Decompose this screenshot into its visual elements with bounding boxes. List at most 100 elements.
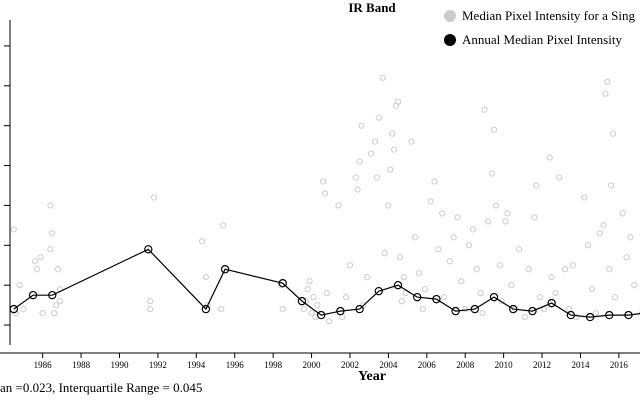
annual-median-point [48, 290, 57, 300]
single-image-point [481, 106, 488, 113]
single-image-point [588, 286, 596, 293]
legend-marker-single [444, 10, 456, 22]
annual-median-point [605, 310, 614, 320]
single-image-point [379, 74, 386, 81]
single-image-point [604, 78, 611, 85]
single-image-point [304, 286, 311, 293]
single-image-point [408, 138, 415, 145]
single-image-points [10, 74, 638, 325]
x-tick-label: 1986 [34, 360, 53, 370]
single-image-point [398, 298, 405, 305]
single-image-point [489, 170, 496, 177]
single-image-point [533, 182, 540, 189]
annual-median-point [278, 278, 287, 288]
single-image-point [325, 317, 332, 325]
annual-median-point [297, 296, 307, 306]
annual-median-points [9, 245, 640, 322]
annual-median-point [585, 312, 595, 322]
single-image-point [504, 210, 511, 217]
single-image-point [419, 306, 427, 313]
single-image-point [381, 250, 388, 257]
x-axis-label: Year [358, 369, 386, 384]
x-tick-label: 2004 [379, 360, 398, 370]
single-image-point [51, 309, 58, 317]
single-image-point [147, 306, 154, 313]
single-image-point [623, 254, 630, 261]
single-image-point [396, 254, 404, 261]
annual-median-point [336, 306, 345, 316]
annual-median-point [374, 286, 383, 296]
annual-median-point [144, 245, 153, 254]
annual-median-point [9, 304, 19, 314]
x-axis: 1986 1988 1990 1992 1994 1996 1998 2000 2002 2004… [0, 352, 640, 370]
single-image-point [462, 306, 469, 313]
single-image-point [314, 302, 321, 309]
single-image-point [220, 222, 227, 229]
single-image-point [492, 202, 500, 209]
annual-median-point [393, 280, 403, 290]
single-image-point [479, 309, 486, 317]
single-image-point [218, 306, 225, 313]
single-image-point [627, 234, 634, 241]
single-image-point [537, 294, 544, 301]
annual-median-point [451, 306, 460, 316]
annual-median-point [509, 304, 518, 314]
x-tick-label: 1988 [72, 360, 91, 370]
single-image-point [454, 214, 461, 221]
single-image-point [556, 174, 563, 181]
single-image-point [49, 230, 56, 237]
single-image-point [300, 306, 307, 313]
single-image-point [394, 98, 402, 105]
single-image-point [306, 278, 313, 285]
single-image-point [473, 266, 480, 273]
single-image-point [561, 266, 569, 273]
annual-median-point [528, 306, 537, 316]
single-image-point [198, 238, 206, 245]
single-image-point [521, 313, 528, 321]
annual-median-point [355, 304, 364, 314]
single-image-point [508, 282, 515, 289]
annual-median-point [201, 304, 211, 314]
single-image-point [202, 274, 210, 281]
single-image-point [10, 226, 17, 233]
single-image-point [477, 290, 484, 297]
single-image-point [346, 262, 354, 269]
single-image-point [39, 309, 46, 317]
single-image-point [608, 182, 615, 189]
single-image-point [450, 234, 457, 241]
x-tick-label: 1994 [187, 360, 206, 370]
single-image-point [412, 234, 419, 241]
single-image-point [323, 290, 331, 297]
single-image-point [391, 146, 398, 153]
single-image-point [20, 306, 27, 313]
single-image-point [465, 242, 473, 249]
single-image-point [52, 302, 60, 309]
single-image-point [421, 286, 428, 293]
single-image-point [150, 194, 158, 201]
single-image-point [354, 186, 361, 193]
y-axis [4, 20, 11, 345]
single-image-point [47, 246, 54, 253]
single-image-point [611, 294, 619, 301]
x-tick-label: 1992 [149, 360, 167, 370]
single-image-point [385, 202, 392, 209]
annual-median-point [547, 298, 556, 308]
legend-marker-annual [444, 34, 456, 46]
single-image-point [546, 154, 553, 161]
x-tick-label: 2008 [456, 360, 475, 370]
annual-median-point [489, 292, 499, 302]
x-tick-label: 2014 [571, 360, 590, 370]
single-image-point [496, 262, 503, 269]
single-image-point [606, 266, 613, 273]
x-tick-label: 2000 [303, 360, 322, 370]
single-image-point [358, 122, 365, 129]
single-image-point [427, 198, 434, 205]
single-image-point [525, 266, 532, 273]
annual-median-point [220, 265, 230, 274]
single-image-point [446, 258, 453, 265]
single-image-point [416, 270, 423, 277]
single-image-point [431, 178, 438, 185]
single-image-point [602, 90, 609, 97]
x-tick-label: 1990 [110, 360, 129, 370]
legend-label-annual: Annual Median Pixel Intensity [462, 32, 622, 47]
